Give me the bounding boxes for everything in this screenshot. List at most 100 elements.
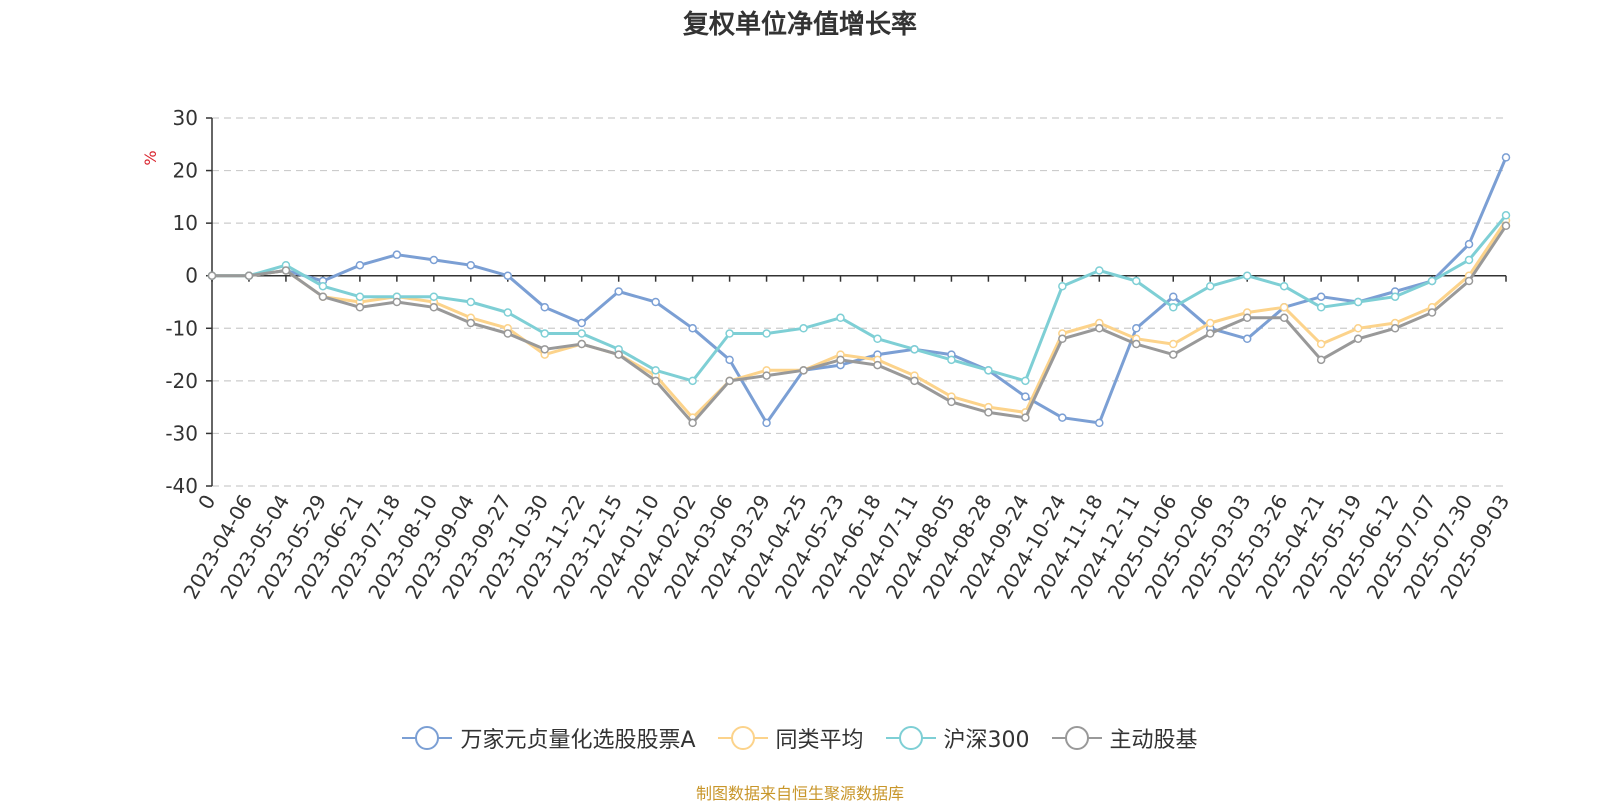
data-point-series-4 xyxy=(947,397,956,407)
legend-item-series-2[interactable]: 同类平均 xyxy=(717,722,864,754)
data-point-series-4 xyxy=(1021,413,1030,422)
data-point-series-1 xyxy=(466,260,476,270)
data-point-series-2 xyxy=(1353,324,1363,333)
y-tick-label: -30 xyxy=(165,421,198,445)
data-point-series-4 xyxy=(1058,334,1067,344)
data-point-series-4 xyxy=(1242,313,1252,323)
data-point-series-1 xyxy=(688,324,697,333)
data-point-series-4 xyxy=(799,366,808,375)
y-axis-label: % xyxy=(141,150,160,165)
data-point-series-4 xyxy=(355,303,365,312)
legend-swatch-icon xyxy=(885,726,936,750)
data-point-series-1 xyxy=(1316,292,1326,301)
data-point-series-1 xyxy=(503,271,513,280)
x-tick-label: 0 xyxy=(193,491,220,514)
data-point-series-4 xyxy=(1095,324,1104,333)
data-point-series-3 xyxy=(910,345,919,354)
data-point-series-1 xyxy=(429,255,439,265)
data-point-series-4 xyxy=(429,303,439,312)
data-point-series-4 xyxy=(688,418,697,428)
data-point-series-1 xyxy=(1464,239,1474,249)
data-point-series-3 xyxy=(725,329,734,338)
data-point-series-3 xyxy=(540,329,549,338)
data-point-series-3 xyxy=(1205,281,1215,291)
series-line-3 xyxy=(210,213,1508,383)
chart-legend: 万家元贞量化选股股票A 同类平均 沪深300 主动股基 xyxy=(0,722,1600,754)
data-point-series-4 xyxy=(910,376,919,386)
data-point-series-3 xyxy=(1501,211,1511,220)
data-point-series-1 xyxy=(1242,334,1252,344)
series-line-2 xyxy=(210,219,1508,420)
data-point-series-4 xyxy=(1464,276,1474,286)
data-point-series-2 xyxy=(1279,303,1289,312)
series-line-1 xyxy=(210,155,1508,425)
y-tick-label: 20 xyxy=(173,159,198,183)
data-point-series-3 xyxy=(651,366,660,375)
data-point-series-1 xyxy=(355,260,365,270)
y-tick-label: 0 xyxy=(185,264,198,288)
data-point-series-3 xyxy=(466,297,476,307)
legend-item-series-1[interactable]: 万家元贞量化选股股票A xyxy=(402,722,696,754)
data-point-series-3 xyxy=(984,366,993,375)
data-point-series-1 xyxy=(1169,292,1178,301)
data-point-series-3 xyxy=(1464,255,1474,265)
data-point-series-2 xyxy=(1169,339,1178,349)
data-point-series-1 xyxy=(392,250,402,259)
legend-item-series-4[interactable]: 主动股基 xyxy=(1051,722,1198,754)
data-point-series-4 xyxy=(577,339,586,349)
y-tick-label: -40 xyxy=(165,474,198,498)
legend-label: 沪深300 xyxy=(943,728,1030,753)
data-point-series-4 xyxy=(1390,324,1400,333)
data-point-series-4 xyxy=(1501,221,1511,231)
data-point-series-3 xyxy=(836,313,845,323)
data-point-series-3 xyxy=(1353,297,1363,307)
legend-label: 同类平均 xyxy=(775,728,864,753)
data-point-series-4 xyxy=(651,376,660,386)
data-point-series-2 xyxy=(1205,318,1215,328)
data-point-series-4 xyxy=(392,297,402,307)
data-point-series-3 xyxy=(873,334,882,344)
legend-swatch-icon xyxy=(717,726,768,750)
data-point-series-4 xyxy=(1132,339,1141,349)
data-point-series-2 xyxy=(1316,339,1326,349)
data-point-series-1 xyxy=(651,297,660,307)
legend-swatch-icon xyxy=(402,726,453,750)
y-tick-label: 10 xyxy=(173,211,198,235)
data-point-series-4 xyxy=(873,360,882,370)
data-point-series-3 xyxy=(355,292,365,301)
data-point-series-4 xyxy=(244,271,254,280)
data-point-series-3 xyxy=(1095,266,1104,275)
legend-label: 万家元贞量化选股股票A xyxy=(460,728,696,753)
data-point-series-4 xyxy=(1427,308,1437,317)
data-point-series-3 xyxy=(577,329,586,338)
legend-item-series-3[interactable]: 沪深300 xyxy=(885,722,1030,754)
data-point-series-1 xyxy=(1132,324,1141,333)
data-point-series-4 xyxy=(1205,329,1215,338)
data-point-series-3 xyxy=(947,355,956,365)
data-point-series-1 xyxy=(762,418,771,428)
data-point-series-4 xyxy=(281,266,291,275)
data-point-series-4 xyxy=(1169,350,1178,359)
y-tick-label: -20 xyxy=(165,369,198,393)
data-point-series-4 xyxy=(836,355,845,365)
data-point-series-3 xyxy=(688,376,697,386)
data-point-series-1 xyxy=(1058,413,1067,422)
data-point-series-3 xyxy=(1279,281,1289,291)
data-point-series-1 xyxy=(577,318,586,328)
data-point-series-3 xyxy=(799,324,808,333)
data-point-series-4 xyxy=(1279,313,1289,323)
data-point-series-4 xyxy=(1316,355,1326,365)
data-point-series-4 xyxy=(540,345,549,354)
data-point-series-4 xyxy=(725,376,734,386)
data-point-series-3 xyxy=(503,308,513,317)
data-point-series-3 xyxy=(1058,281,1067,291)
chart-title: 复权单位净值增长率 xyxy=(682,10,917,40)
series-lines xyxy=(207,153,1511,428)
data-point-series-4 xyxy=(207,271,217,280)
data-point-series-3 xyxy=(1132,276,1141,286)
data-point-series-1 xyxy=(1501,153,1511,162)
data-point-series-3 xyxy=(1021,376,1030,386)
data-point-series-4 xyxy=(984,408,993,417)
data-point-series-4 xyxy=(614,350,623,359)
